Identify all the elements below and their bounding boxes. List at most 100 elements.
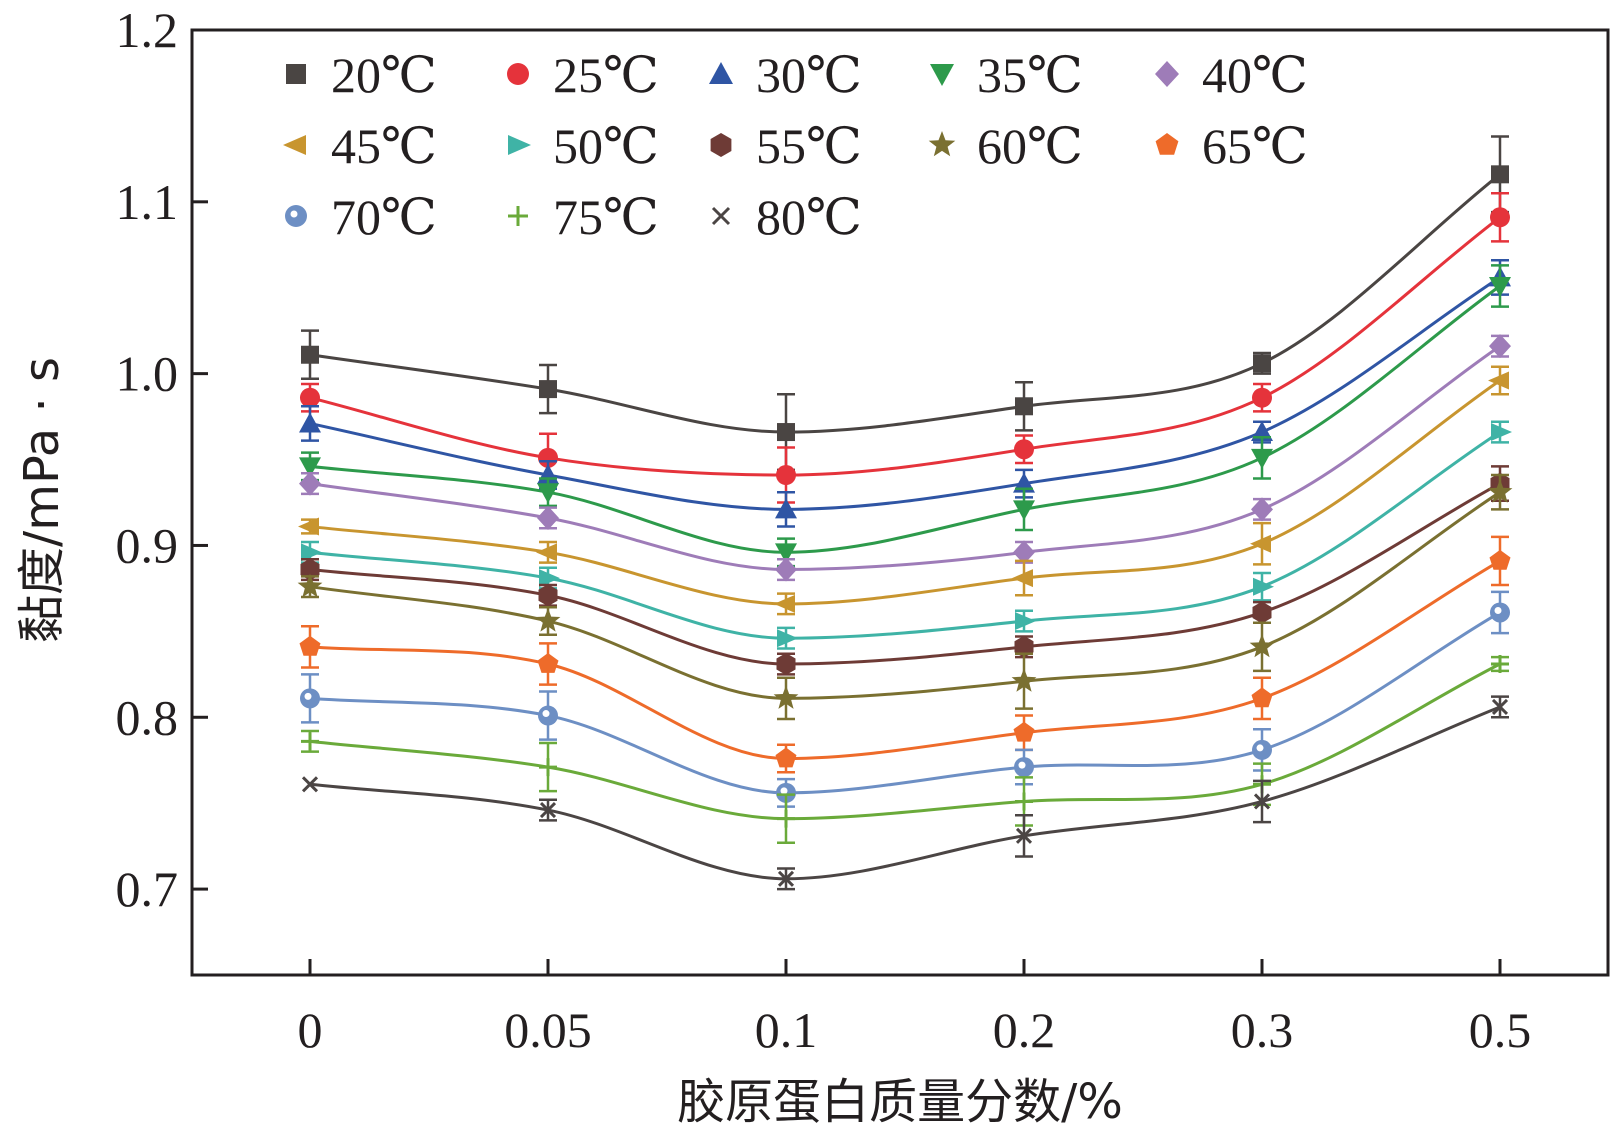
- data-point: [777, 423, 795, 442]
- data-point-highlight: [304, 692, 312, 700]
- series-line: [309, 430, 1501, 640]
- series-40℃: [299, 334, 1511, 582]
- data-point: [299, 412, 321, 433]
- data-point: [539, 801, 557, 819]
- data-point: [1491, 655, 1509, 674]
- x-tick-label: 0.3: [1231, 1002, 1294, 1058]
- data-point: [1487, 479, 1513, 503]
- data-point: [1491, 698, 1509, 716]
- series-60℃: [297, 473, 1513, 721]
- legend-item: 40℃: [1155, 47, 1308, 103]
- legend-item: 65℃: [1155, 118, 1308, 174]
- data-point: [1253, 793, 1271, 810]
- data-point: [1014, 439, 1034, 460]
- x-axis-title: 胶原蛋白质量分数/%: [677, 1074, 1123, 1130]
- x-tick-label: 0.05: [504, 1002, 592, 1058]
- legend-label: 70℃: [331, 189, 437, 245]
- data-point-highlight: [1494, 606, 1502, 614]
- y-tick-label: 1.2: [116, 2, 179, 58]
- data-point: [777, 809, 795, 828]
- data-point: [1491, 423, 1512, 442]
- series-line: [309, 662, 1501, 821]
- y-tick-label: 0.8: [116, 689, 179, 745]
- data-point: [300, 387, 320, 408]
- y-axis-title: 黏度/mPa · s: [14, 357, 70, 643]
- data-point: [298, 517, 319, 536]
- y-tick-label: 0.9: [116, 517, 179, 573]
- y-tick-label: 1.0: [116, 346, 179, 402]
- legend: 20℃ 25℃ 30℃ 35℃ 40℃ 45℃ 50℃ 55℃ 60℃ 65℃ 70℃ 75℃ 80℃: [283, 47, 1308, 245]
- legend-label: 35℃: [977, 47, 1083, 103]
- series-45℃: [298, 365, 1509, 616]
- series-line: [309, 482, 1501, 666]
- legend-item: 20℃: [286, 47, 437, 103]
- legend-item: 25℃: [507, 47, 659, 103]
- data-point: [775, 747, 797, 768]
- data-point: [539, 380, 557, 399]
- x-tick-label: 0.2: [993, 1002, 1056, 1058]
- data-point: [1252, 387, 1272, 408]
- legend-label: 65℃: [1202, 118, 1308, 174]
- data-point: [1488, 371, 1509, 390]
- legend-item: 60℃: [928, 118, 1083, 174]
- data-point: [775, 498, 797, 519]
- legend-label: 40℃: [1202, 47, 1308, 103]
- y-axis: 0.7 0.8 0.9 1.0 1.1 1.2: [116, 2, 208, 917]
- data-point: [776, 653, 796, 675]
- data-point: [508, 135, 531, 155]
- data-point: [300, 558, 320, 581]
- legend-label: 45℃: [331, 118, 437, 174]
- data-point-highlight: [1018, 761, 1026, 769]
- data-point: [1252, 601, 1272, 624]
- legend-item: 55℃: [710, 118, 862, 174]
- legend-item: 50℃: [508, 118, 659, 174]
- y-tick-label: 0.7: [116, 861, 179, 917]
- series-65℃: [299, 535, 1511, 774]
- series-50℃: [301, 420, 1512, 650]
- y-tick-label: 1.1: [116, 174, 179, 230]
- data-point: [299, 457, 321, 478]
- data-point: [1012, 569, 1033, 588]
- legend-item: 80℃: [711, 189, 862, 245]
- data-point: [710, 133, 732, 157]
- data-point: [711, 206, 731, 226]
- data-point: [299, 471, 321, 496]
- data-point: [537, 653, 559, 673]
- data-point: [1013, 540, 1035, 565]
- series-line: [309, 216, 1501, 477]
- series-line: [309, 173, 1501, 434]
- data-point: [507, 63, 529, 85]
- data-point: [1253, 354, 1271, 373]
- data-point: [1015, 827, 1033, 844]
- series-line: [309, 379, 1501, 606]
- data-point: [1253, 577, 1274, 596]
- series-line: [309, 344, 1501, 572]
- data-point: [709, 62, 733, 84]
- data-point: [776, 465, 796, 486]
- legend-item: 35℃: [930, 47, 1083, 103]
- series-line: [309, 705, 1501, 881]
- series-line: [309, 284, 1501, 554]
- series-layer: [297, 135, 1513, 891]
- data-point: [535, 608, 561, 632]
- data-point: [1013, 500, 1035, 521]
- data-point: [301, 732, 319, 751]
- data-point: [1249, 633, 1275, 658]
- data-point: [1489, 334, 1511, 359]
- data-point: [286, 64, 306, 84]
- legend-label: 30℃: [756, 47, 862, 103]
- data-point: [1251, 448, 1273, 469]
- legend-label: 60℃: [977, 118, 1083, 174]
- plot-frame: [190, 28, 1610, 977]
- legend-label: 50℃: [553, 118, 659, 174]
- legend-item: 30℃: [709, 47, 862, 103]
- data-point: [774, 594, 795, 613]
- data-point: [283, 135, 306, 155]
- data-point: [930, 64, 954, 86]
- data-point: [1489, 277, 1511, 298]
- data-point: [1015, 612, 1036, 631]
- data-point: [777, 629, 798, 648]
- data-point: [1015, 397, 1033, 416]
- data-point: [301, 776, 319, 793]
- legend-label: 75℃: [553, 189, 659, 245]
